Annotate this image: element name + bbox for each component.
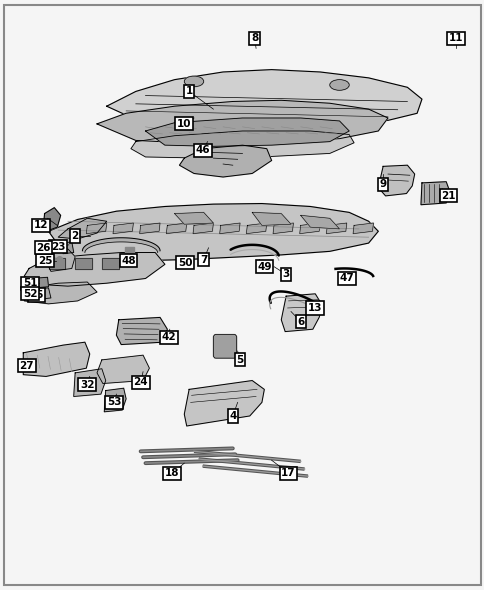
Text: 8: 8	[251, 34, 257, 43]
Polygon shape	[420, 182, 449, 205]
Polygon shape	[24, 253, 165, 286]
Polygon shape	[24, 282, 97, 304]
Polygon shape	[299, 223, 319, 234]
Polygon shape	[219, 223, 240, 234]
Polygon shape	[97, 100, 387, 143]
Text: 2: 2	[72, 231, 78, 241]
Text: 5: 5	[236, 355, 243, 365]
Ellipse shape	[329, 80, 348, 90]
Polygon shape	[378, 165, 414, 196]
Text: 25: 25	[38, 256, 52, 266]
Polygon shape	[44, 208, 60, 231]
Polygon shape	[113, 223, 133, 234]
Text: 4: 4	[228, 411, 236, 421]
Polygon shape	[48, 204, 378, 261]
Polygon shape	[97, 355, 149, 384]
Text: 46: 46	[195, 146, 210, 155]
Text: 35: 35	[29, 290, 44, 300]
Polygon shape	[104, 388, 126, 412]
Text: 50: 50	[178, 258, 192, 267]
Text: 53: 53	[106, 398, 121, 407]
Polygon shape	[193, 223, 213, 234]
Circle shape	[56, 257, 63, 265]
Polygon shape	[174, 212, 213, 224]
Text: 47: 47	[339, 274, 353, 283]
Polygon shape	[106, 70, 421, 125]
Text: 27: 27	[19, 361, 34, 371]
Polygon shape	[246, 223, 266, 234]
Polygon shape	[47, 249, 75, 271]
Polygon shape	[131, 131, 353, 158]
Text: 24: 24	[133, 378, 148, 387]
Text: 21: 21	[440, 191, 455, 201]
Polygon shape	[326, 223, 346, 234]
Text: 18: 18	[165, 468, 179, 478]
Text: 49: 49	[257, 262, 271, 271]
Polygon shape	[184, 381, 264, 426]
Text: 26: 26	[36, 243, 51, 253]
Text: 9: 9	[379, 179, 386, 189]
FancyBboxPatch shape	[75, 258, 92, 269]
Polygon shape	[62, 242, 74, 254]
Text: 6: 6	[297, 317, 303, 326]
Circle shape	[49, 257, 56, 265]
FancyBboxPatch shape	[102, 258, 119, 269]
Bar	[125, 247, 134, 258]
Polygon shape	[145, 118, 348, 146]
FancyBboxPatch shape	[48, 258, 65, 269]
Text: 52: 52	[23, 289, 37, 299]
Polygon shape	[352, 223, 373, 234]
Text: 3: 3	[282, 270, 289, 279]
Text: 17: 17	[281, 468, 295, 478]
Text: 23: 23	[51, 242, 65, 251]
Polygon shape	[23, 342, 90, 376]
Text: 32: 32	[80, 380, 94, 389]
Polygon shape	[281, 294, 322, 332]
FancyBboxPatch shape	[213, 335, 236, 358]
Text: 10: 10	[177, 119, 191, 129]
FancyBboxPatch shape	[77, 379, 92, 389]
Polygon shape	[58, 218, 106, 239]
Text: 51: 51	[23, 278, 37, 288]
Polygon shape	[272, 223, 293, 234]
Text: 48: 48	[121, 256, 136, 266]
Polygon shape	[82, 238, 160, 253]
Text: 12: 12	[34, 221, 48, 230]
Text: 1: 1	[185, 87, 192, 96]
Text: 13: 13	[307, 303, 322, 313]
Polygon shape	[74, 369, 106, 396]
Polygon shape	[31, 277, 48, 288]
Text: 11: 11	[448, 34, 462, 43]
Polygon shape	[179, 145, 271, 177]
Ellipse shape	[184, 76, 203, 87]
Polygon shape	[300, 215, 339, 229]
Polygon shape	[86, 223, 106, 234]
Polygon shape	[166, 223, 186, 234]
Polygon shape	[139, 223, 160, 234]
Polygon shape	[252, 212, 290, 225]
Polygon shape	[33, 288, 51, 300]
Text: 7: 7	[199, 255, 207, 264]
Text: 42: 42	[161, 333, 176, 342]
Polygon shape	[116, 317, 167, 345]
